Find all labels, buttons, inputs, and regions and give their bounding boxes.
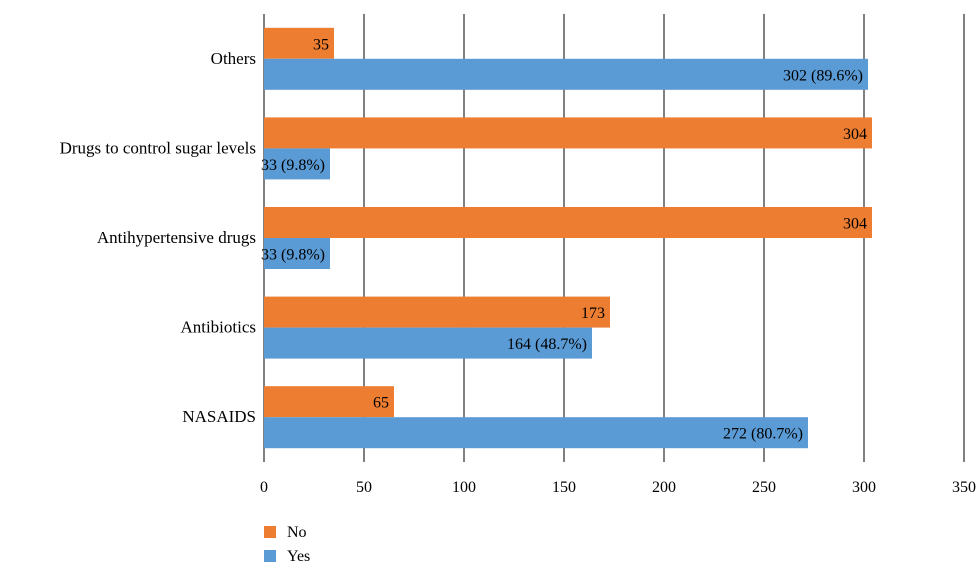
x-tick-label: 0: [260, 479, 268, 496]
bar-no: [264, 117, 872, 149]
legend-swatch-yes: [264, 550, 276, 562]
x-tick-label: 50: [356, 479, 372, 496]
bar-data-label: 35: [313, 36, 329, 53]
bar-no: [264, 27, 334, 59]
legend-label: Yes: [287, 548, 310, 565]
bar-data-label: 164 (48.7%): [507, 336, 587, 353]
bar-no: [264, 207, 872, 238]
x-tick-label: 150: [552, 479, 576, 496]
x-tick-label: 250: [752, 479, 776, 496]
bar-data-label: 302 (89.6%): [783, 67, 863, 84]
legend: No Yes: [264, 524, 310, 565]
bar-data-label: 173: [581, 305, 605, 322]
bar-no: [264, 296, 610, 328]
bar-no: [264, 386, 394, 418]
bar-data-label: 304: [843, 216, 867, 233]
legend-label: No: [287, 524, 307, 541]
category-label: Drugs to control sugar levels: [60, 138, 256, 157]
bar-yes: [264, 238, 330, 269]
bar-yes: [264, 327, 592, 359]
x-axis-ticks: 0 50 100 150 200 250 300 350: [260, 479, 976, 496]
x-tick-label: 200: [652, 479, 676, 496]
bar-data-label: 33 (9.8%): [261, 157, 325, 174]
bar-yes: [264, 417, 808, 449]
bar-data-label: 33 (9.8%): [261, 247, 325, 264]
category-label: NASAIDS: [182, 407, 256, 426]
x-tick-label: 300: [852, 479, 876, 496]
x-tick-label: 100: [452, 479, 476, 496]
bar-yes: [264, 148, 330, 180]
category-labels: Others Drugs to control sugar levels Antih…: [60, 49, 256, 426]
bar-yes: [264, 58, 868, 90]
legend-swatch-no: [264, 526, 276, 538]
category-label: Antihypertensive drugs: [97, 228, 256, 247]
category-label: Others: [211, 49, 256, 68]
bars: 35 302 (89.6%) 304 33 (9.8%) 304 33 (9.8%) 173…: [261, 27, 872, 449]
bar-data-label: 304: [843, 126, 867, 143]
bar-data-label: 65: [373, 395, 389, 412]
x-tick-label: 350: [952, 479, 976, 496]
category-label: Antibiotics: [180, 318, 256, 337]
bar-data-label: 272 (80.7%): [723, 426, 803, 443]
